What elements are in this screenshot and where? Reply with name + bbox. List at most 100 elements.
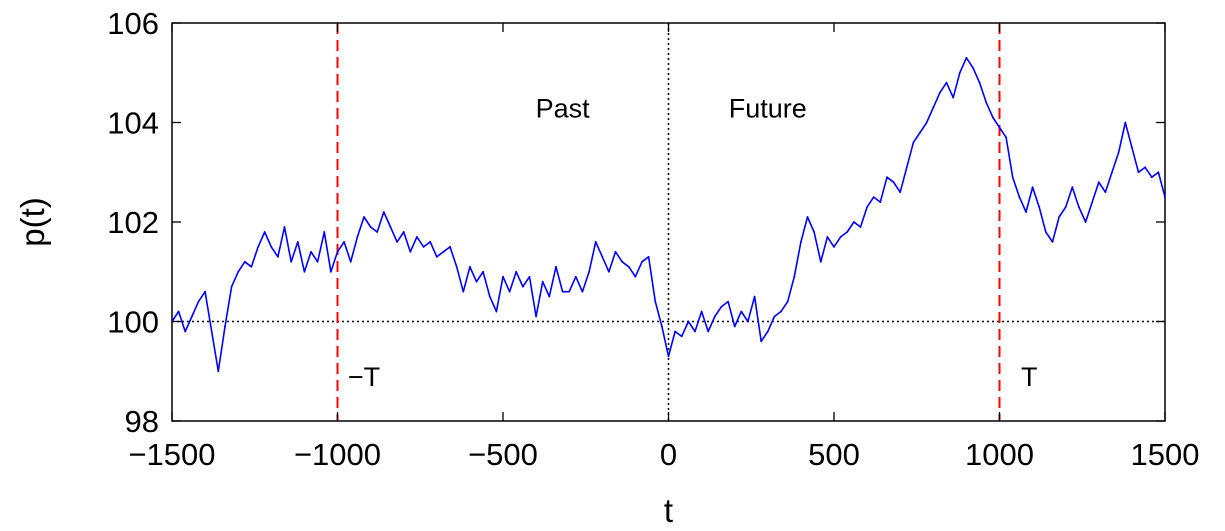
data-point — [376, 231, 379, 233]
data-point — [442, 250, 445, 253]
data-point — [1038, 206, 1041, 208]
data-point — [1025, 211, 1027, 213]
data-point — [429, 241, 432, 243]
data-point — [945, 81, 948, 84]
data-point — [800, 241, 802, 243]
data-point — [952, 96, 955, 99]
x-tick-labels: −1500 −1000 −500 0 500 1000 1500 — [128, 437, 1199, 472]
data-point — [753, 295, 756, 298]
y-axis-title: p(t) — [14, 197, 51, 247]
data-point — [515, 270, 518, 273]
data-point — [455, 265, 458, 268]
series-layer — [171, 56, 1166, 373]
data-point — [674, 330, 677, 333]
data-point — [469, 265, 471, 268]
data-point — [382, 211, 385, 213]
data-point — [508, 290, 511, 293]
data-point — [1044, 231, 1047, 233]
data-point — [872, 196, 875, 199]
x-tick-label: −500 — [468, 437, 538, 472]
data-point — [521, 285, 524, 288]
data-point — [270, 245, 273, 248]
y-tick-label: 98 — [125, 404, 159, 439]
data-point — [1011, 176, 1014, 179]
data-point — [190, 315, 193, 318]
data-point — [1071, 186, 1074, 189]
data-point — [621, 260, 624, 263]
data-point — [389, 226, 392, 228]
data-point — [641, 260, 643, 263]
data-point — [766, 330, 769, 333]
data-point — [647, 255, 650, 258]
data-point — [237, 270, 240, 273]
data-point — [402, 231, 405, 233]
data-point — [488, 295, 491, 298]
data-point — [1051, 241, 1054, 243]
data-point — [694, 330, 696, 333]
x-tick-label: −1500 — [128, 437, 215, 472]
data-point — [257, 245, 259, 248]
data-point — [416, 236, 418, 238]
data-point — [588, 270, 590, 273]
data-point — [548, 295, 551, 298]
data-point — [462, 290, 465, 293]
data-point — [733, 325, 736, 328]
x-tick-label: 0 — [660, 437, 677, 472]
ticks-layer — [171, 22, 1166, 422]
data-point — [998, 126, 1001, 129]
data-point — [1150, 176, 1153, 179]
annotation-label: Past — [536, 94, 591, 124]
data-point — [217, 370, 220, 373]
data-point — [422, 245, 425, 248]
data-point — [932, 106, 935, 109]
data-point — [1031, 186, 1034, 189]
data-point — [866, 206, 868, 208]
data-point — [1078, 206, 1080, 208]
annotation-label: Future — [729, 94, 807, 124]
data-point — [608, 270, 610, 273]
data-point — [1157, 171, 1160, 174]
data-point — [1131, 146, 1133, 149]
data-point — [985, 101, 988, 104]
data-point — [680, 335, 683, 338]
data-point — [197, 300, 200, 303]
x-tick-label: −1000 — [294, 437, 381, 472]
data-point — [720, 305, 723, 308]
data-point — [230, 285, 233, 288]
data-point — [793, 275, 796, 278]
data-point — [1064, 206, 1067, 208]
annotation-label: −T — [348, 362, 380, 392]
data-point — [343, 241, 346, 243]
data-point — [336, 250, 339, 253]
data-point — [760, 340, 763, 343]
data-point — [363, 216, 365, 218]
data-point — [1018, 196, 1021, 199]
annotations-layer: Past Future −T T — [348, 94, 1038, 393]
data-point — [568, 290, 571, 293]
data-point — [826, 236, 829, 238]
data-point — [296, 241, 299, 243]
data-point — [1058, 216, 1060, 218]
data-point — [561, 290, 564, 293]
data-point — [1164, 196, 1166, 199]
data-point — [713, 315, 716, 318]
data-point — [541, 280, 544, 283]
data-point — [905, 166, 908, 169]
data-point — [323, 231, 326, 233]
data-point — [965, 56, 968, 59]
data-point — [859, 226, 862, 228]
data-point — [310, 250, 312, 253]
data-point — [495, 310, 498, 313]
data-point — [700, 310, 703, 313]
y-tick-label: 106 — [107, 6, 159, 41]
data-point — [528, 275, 531, 278]
data-point — [727, 300, 729, 303]
plot-area: Past Future −T T — [171, 22, 1166, 422]
data-point — [535, 315, 537, 318]
data-point — [852, 221, 855, 223]
data-point — [634, 275, 637, 278]
data-point — [707, 330, 710, 333]
y-tick-labels: 98 100 102 104 106 — [107, 6, 159, 439]
data-point — [555, 265, 557, 268]
